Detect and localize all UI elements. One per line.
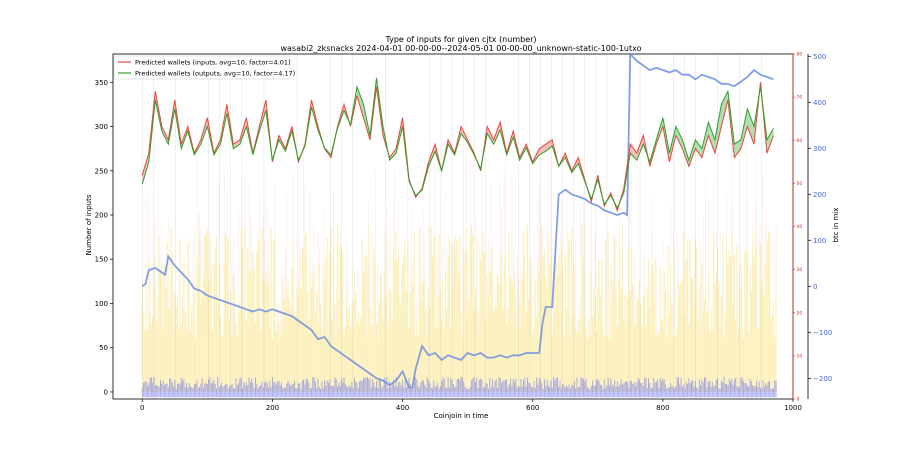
y3-tick-label: 50	[797, 181, 803, 187]
legend: Predicted wallets (inputs, avg=10, facto…	[113, 55, 295, 80]
y2-tick-label: −100	[813, 329, 832, 337]
y-tick-label: 200	[95, 212, 108, 220]
y2-tick-label: −200	[813, 375, 832, 383]
background-bars-layer	[113, 54, 793, 399]
y-tick-label: 50	[99, 344, 108, 352]
y3-tick-label: 20	[797, 310, 803, 316]
y3-tick-label: 40	[797, 224, 803, 230]
legend-label-inputs: Predicted wallets (inputs, avg=10, facto…	[135, 59, 291, 67]
background-blue-bars	[141, 376, 777, 398]
y3-tick-label: 30	[797, 267, 803, 273]
x-tick-label: 400	[396, 404, 409, 412]
y-tick-label: 250	[95, 167, 108, 175]
y-tick-label: 350	[95, 79, 108, 87]
background-yellow-bars	[141, 225, 777, 392]
series-predicted-outputs	[141, 77, 774, 210]
chart-title: Type of inputs for given cjtx (number)	[384, 35, 536, 44]
x-tick-label: 800	[656, 404, 669, 412]
x-tick-label: 200	[266, 404, 279, 412]
y3-tick-label: 80	[797, 52, 803, 58]
y2-tick-label: 0	[813, 283, 817, 291]
y2-tick-label: 500	[813, 53, 826, 61]
y-tick-label: 100	[95, 300, 108, 308]
y-axis-label: Number of inputs	[85, 194, 93, 255]
series-btc-in-mix	[141, 51, 774, 389]
y2-tick-label: 200	[813, 191, 826, 199]
chart-subtitle: wasabi2_zksnacks 2024-04-01 00-00-00--20…	[280, 44, 641, 53]
x-tick-label: 600	[526, 404, 539, 412]
y-tick-label: 0	[104, 388, 108, 396]
x-tick-label: 0	[140, 404, 144, 412]
background-red-bars	[145, 122, 777, 339]
legend-label-outputs: Predicted wallets (outputs, avg=10, fact…	[135, 70, 295, 78]
y2-axis-label: btc in mix	[832, 208, 840, 243]
y-tick-label: 300	[95, 123, 108, 131]
x-axis-label: Coinjoin in time	[434, 412, 489, 420]
x-tick-label: 1000	[784, 404, 802, 412]
y3-tick-label: 60	[797, 138, 803, 144]
y3-tick-label: 10	[797, 353, 803, 359]
series-layer	[141, 51, 774, 389]
y3-tick-label: 0	[797, 397, 800, 403]
axes-layer: 0 200 400 600 800 100005010015020025030035001…	[95, 52, 833, 412]
series-predicted-inputs	[141, 82, 774, 213]
y2-tick-label: 300	[813, 145, 826, 153]
y-tick-label: 150	[95, 256, 108, 264]
y2-tick-label: 400	[813, 99, 826, 107]
legend-box	[113, 55, 291, 80]
y3-tick-label: 70	[797, 95, 803, 101]
y2-tick-label: 100	[813, 237, 826, 245]
